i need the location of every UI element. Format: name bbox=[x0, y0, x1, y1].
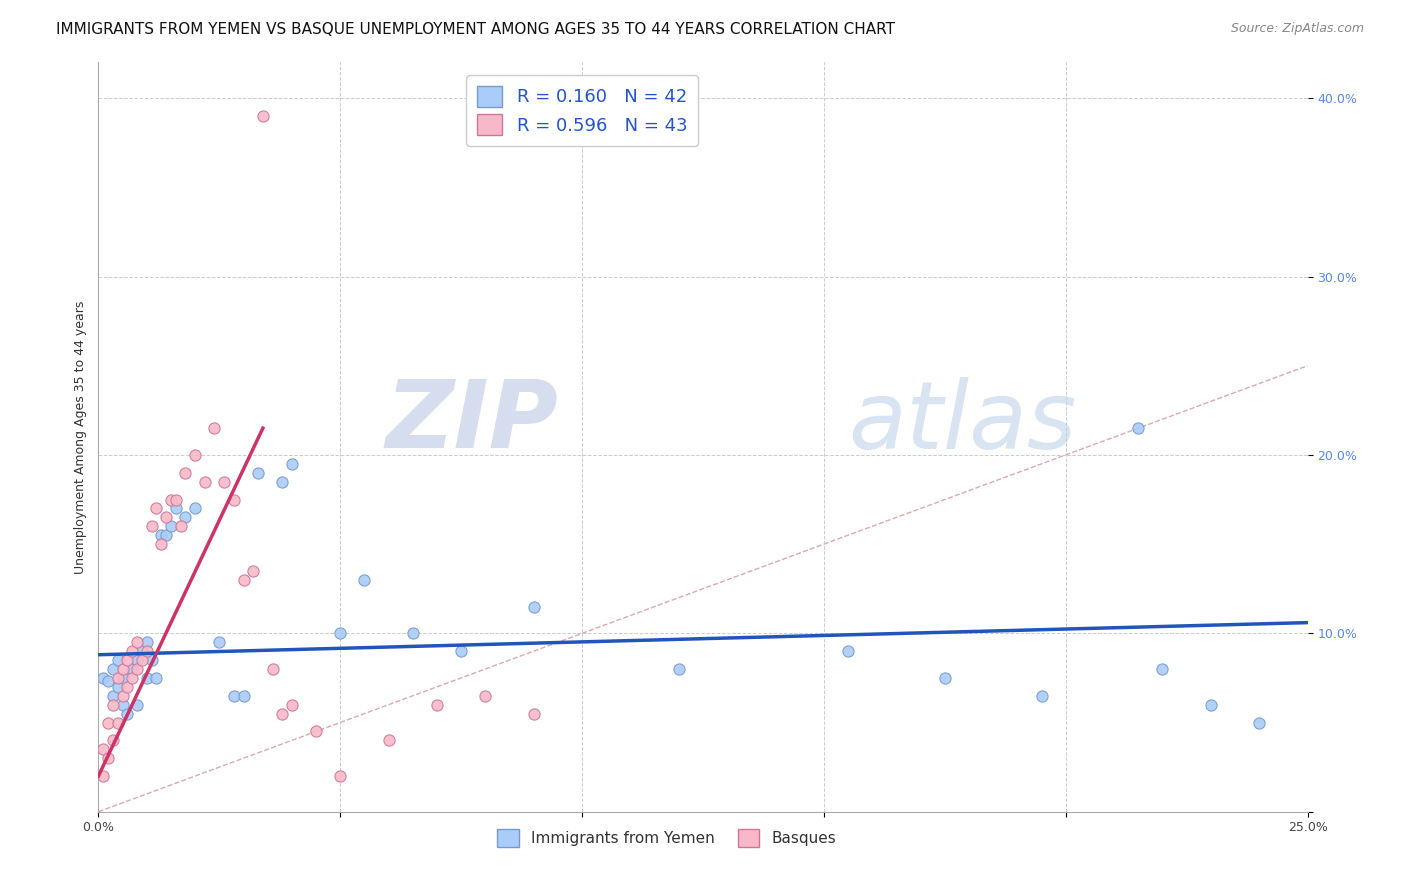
Point bbox=[1031, 689, 1053, 703]
Point bbox=[127, 698, 149, 712]
Point bbox=[329, 626, 352, 640]
Legend: Immigrants from Yemen, Basques: Immigrants from Yemen, Basques bbox=[491, 823, 842, 853]
Point bbox=[169, 519, 191, 533]
Point bbox=[111, 689, 134, 703]
Point bbox=[184, 501, 207, 516]
Point bbox=[271, 706, 294, 721]
Text: atlas: atlas bbox=[848, 376, 1077, 467]
Point bbox=[1249, 715, 1271, 730]
Point bbox=[111, 662, 134, 676]
Point bbox=[1152, 662, 1174, 676]
Point bbox=[101, 689, 124, 703]
Point bbox=[97, 751, 120, 765]
Point bbox=[121, 671, 143, 685]
Point bbox=[97, 674, 120, 689]
Point bbox=[523, 706, 546, 721]
Point bbox=[91, 769, 114, 783]
Point bbox=[141, 519, 163, 533]
Point bbox=[131, 653, 153, 667]
Point bbox=[97, 715, 120, 730]
Point bbox=[353, 573, 375, 587]
Point bbox=[262, 662, 284, 676]
Point bbox=[305, 724, 328, 739]
Point bbox=[402, 626, 425, 640]
Point bbox=[377, 733, 399, 747]
Point bbox=[155, 510, 177, 524]
Point bbox=[135, 635, 157, 649]
Point bbox=[247, 466, 270, 480]
Point bbox=[160, 519, 183, 533]
Point bbox=[160, 492, 183, 507]
Point bbox=[127, 653, 149, 667]
Point bbox=[523, 599, 546, 614]
Point bbox=[107, 653, 129, 667]
Point bbox=[141, 653, 163, 667]
Point bbox=[155, 528, 177, 542]
Y-axis label: Unemployment Among Ages 35 to 44 years: Unemployment Among Ages 35 to 44 years bbox=[75, 301, 87, 574]
Point bbox=[127, 635, 149, 649]
Point bbox=[837, 644, 859, 658]
Point bbox=[281, 457, 304, 471]
Text: IMMIGRANTS FROM YEMEN VS BASQUE UNEMPLOYMENT AMONG AGES 35 TO 44 YEARS CORRELATI: IMMIGRANTS FROM YEMEN VS BASQUE UNEMPLOY… bbox=[56, 22, 896, 37]
Point bbox=[101, 733, 124, 747]
Point bbox=[222, 492, 245, 507]
Point bbox=[111, 671, 134, 685]
Point bbox=[117, 653, 139, 667]
Point bbox=[145, 671, 167, 685]
Point bbox=[165, 501, 187, 516]
Point bbox=[135, 671, 157, 685]
Point bbox=[150, 537, 173, 551]
Point bbox=[232, 573, 254, 587]
Point bbox=[127, 662, 149, 676]
Point bbox=[194, 475, 217, 489]
Text: Source: ZipAtlas.com: Source: ZipAtlas.com bbox=[1230, 22, 1364, 36]
Point bbox=[184, 448, 207, 462]
Point bbox=[1199, 698, 1222, 712]
Point bbox=[252, 109, 274, 123]
Point bbox=[135, 644, 157, 658]
Point bbox=[426, 698, 449, 712]
Point bbox=[117, 706, 139, 721]
Point bbox=[121, 662, 143, 676]
Point bbox=[934, 671, 956, 685]
Point bbox=[1128, 421, 1150, 435]
Point bbox=[165, 492, 187, 507]
Point bbox=[232, 689, 254, 703]
Text: ZIP: ZIP bbox=[385, 376, 558, 468]
Point bbox=[222, 689, 245, 703]
Point bbox=[271, 475, 294, 489]
Point bbox=[204, 421, 226, 435]
Point bbox=[91, 671, 114, 685]
Point bbox=[281, 698, 304, 712]
Point bbox=[474, 689, 496, 703]
Point bbox=[117, 680, 139, 694]
Point bbox=[91, 742, 114, 756]
Point bbox=[145, 501, 167, 516]
Point bbox=[208, 635, 231, 649]
Point bbox=[107, 671, 129, 685]
Point bbox=[101, 662, 124, 676]
Point bbox=[107, 680, 129, 694]
Point bbox=[150, 528, 173, 542]
Point bbox=[212, 475, 235, 489]
Point bbox=[121, 644, 143, 658]
Point bbox=[450, 644, 472, 658]
Point bbox=[329, 769, 352, 783]
Point bbox=[668, 662, 690, 676]
Point bbox=[174, 466, 197, 480]
Point bbox=[101, 698, 124, 712]
Point bbox=[107, 715, 129, 730]
Point bbox=[174, 510, 197, 524]
Point bbox=[111, 698, 134, 712]
Point bbox=[242, 564, 264, 578]
Point bbox=[131, 644, 153, 658]
